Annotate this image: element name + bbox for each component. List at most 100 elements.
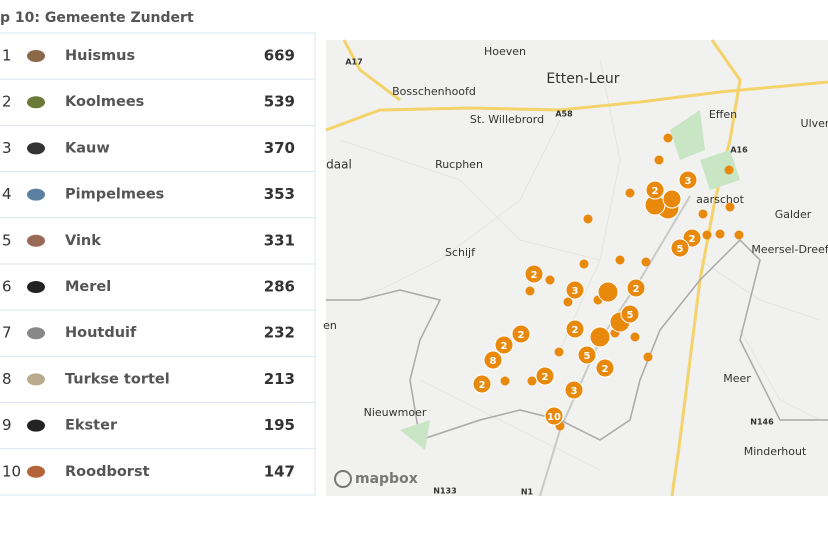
cluster-marker	[626, 278, 646, 298]
cluster-count: 2	[633, 284, 640, 295]
rank: 1	[2, 47, 12, 65]
cluster-marker	[472, 374, 492, 394]
cluster-count: 5	[584, 351, 591, 362]
top-list: 1 Huismus 669 2 Koolmees 539 3 Kauw 370 4 Pimpelme…	[0, 32, 316, 496]
row	[0, 32, 316, 80]
rank: 7	[2, 324, 12, 342]
bird-name: Kauw	[65, 140, 110, 156]
sighting-dot	[734, 230, 744, 240]
sighting-dot	[641, 257, 651, 267]
rank: 6	[2, 278, 12, 296]
cluster-count: 2	[572, 325, 579, 336]
rank: 8	[2, 370, 12, 388]
sighting-dot	[615, 255, 625, 265]
cluster-marker	[511, 324, 531, 344]
bird-name: Vink	[65, 233, 101, 249]
sighting-dot	[702, 230, 712, 240]
cluster-marker	[565, 280, 585, 300]
count: 669	[264, 47, 295, 65]
bird-icon	[27, 281, 45, 293]
cluster-marker	[678, 170, 698, 190]
sighting-dot	[579, 259, 589, 269]
map-background	[326, 40, 828, 496]
cluster-marker	[535, 366, 555, 386]
cluster-count: 3	[685, 176, 692, 187]
cluster-count: 2	[542, 372, 549, 383]
sighting-dot	[625, 188, 635, 198]
road-label: N1	[521, 488, 534, 497]
road-label: A16	[730, 146, 748, 155]
place-label: Bosschenhoofd	[392, 85, 476, 98]
place-label: Rucphen	[435, 158, 483, 171]
bird-icon	[27, 96, 45, 109]
minor-roads	[339, 59, 821, 471]
road-label: A17	[345, 58, 362, 67]
place-label: Effen	[709, 108, 737, 121]
cluster-count: 2	[689, 234, 696, 245]
place-label: Minderhout	[744, 445, 807, 458]
bird-name: Turkse tortel	[65, 371, 170, 387]
row	[0, 355, 316, 404]
place-label: Galder	[775, 208, 812, 221]
place-label: Ulver	[801, 117, 828, 130]
count: 539	[264, 93, 295, 111]
logo-mark	[334, 470, 352, 488]
cluster-marker	[565, 319, 585, 339]
cluster-count: 3	[571, 386, 578, 397]
count: 213	[264, 370, 295, 388]
sighting-dot	[643, 352, 653, 362]
cluster-count: 2	[602, 364, 609, 375]
cluster-count: 2	[652, 186, 659, 197]
place-label: Nieuwmoer	[364, 406, 427, 419]
count: 331	[264, 231, 295, 249]
cluster-marker	[524, 264, 544, 284]
count: 195	[264, 416, 295, 434]
cluster-count: 2	[531, 270, 538, 281]
sighting-dot	[654, 155, 664, 165]
sighting-dot	[630, 332, 640, 342]
rank: 5	[2, 231, 12, 249]
bird-icon	[27, 142, 45, 155]
sighting-dot	[597, 281, 619, 303]
sighting-dot	[527, 376, 537, 386]
cluster-marker	[544, 406, 564, 426]
count: 147	[264, 462, 295, 480]
sighting-dot	[525, 286, 535, 296]
sighting-dot	[724, 165, 734, 175]
place-label: St. Willebrord	[470, 113, 544, 126]
bird-icon	[27, 188, 45, 201]
place-label: Meer	[723, 372, 751, 385]
row	[0, 217, 316, 265]
bird-icon	[27, 327, 45, 340]
place-label: Hoeven	[484, 45, 526, 58]
bird-name: Houtduif	[65, 325, 137, 341]
sighting-dot	[698, 209, 708, 219]
sighting-dot	[589, 326, 611, 348]
bird-name: Merel	[65, 279, 111, 295]
highways	[325, 39, 828, 497]
cluster-marker	[645, 180, 665, 200]
bird-icon	[27, 234, 45, 247]
sighting-dot	[583, 214, 593, 224]
row	[0, 309, 316, 357]
cluster-count: 2	[501, 341, 508, 352]
cluster-count: 2	[479, 380, 486, 391]
bird-icon	[27, 373, 45, 386]
bird-name: Huismus	[65, 48, 135, 64]
bird-icon	[27, 465, 45, 478]
sighting-dot	[725, 202, 735, 212]
place-label: Etten-Leur	[546, 71, 619, 87]
cluster-marker	[483, 350, 503, 370]
sighting-dot	[663, 133, 673, 143]
count: 370	[264, 139, 295, 157]
count: 232	[264, 324, 295, 342]
title: p 10: Gemeente Zundert	[0, 10, 194, 26]
row	[0, 78, 316, 126]
sighting-dot	[545, 275, 555, 285]
bird-name: Koolmees	[65, 94, 144, 110]
cluster-count: 3	[572, 286, 579, 297]
rank: 10	[2, 462, 21, 480]
place-label: Meersel-Dreef	[751, 243, 828, 256]
logo: mapbox	[355, 471, 418, 487]
